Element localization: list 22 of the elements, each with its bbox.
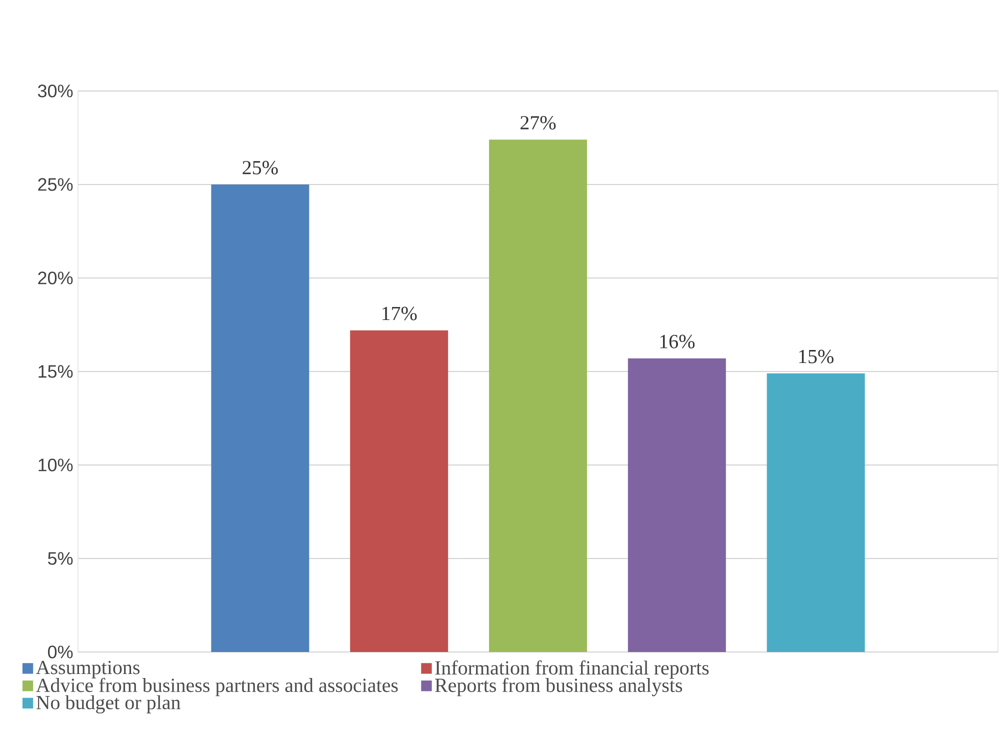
y-tick-label: 10% bbox=[38, 458, 73, 472]
bar bbox=[211, 184, 310, 652]
legend-label: No budget or plan bbox=[36, 695, 180, 714]
legend-label: Information from financial reports bbox=[435, 660, 709, 679]
bar bbox=[766, 373, 865, 652]
y-tick-label: 15% bbox=[38, 365, 73, 378]
data-label: 25% bbox=[242, 160, 278, 174]
legend-label: Advice from business partners and associates bbox=[36, 678, 398, 696]
legend-label: Reports from business analysts bbox=[435, 678, 682, 696]
data-label: 16% bbox=[660, 334, 695, 348]
y-tick-label: 20% bbox=[38, 272, 73, 284]
bar bbox=[489, 140, 587, 652]
data-label: 17% bbox=[382, 306, 417, 320]
data-label: 15% bbox=[799, 350, 834, 364]
y-tick-label: 30% bbox=[38, 84, 73, 98]
data-label: 27% bbox=[520, 116, 556, 130]
y-tick-label: 5% bbox=[48, 552, 73, 565]
y-tick-label: 25% bbox=[38, 178, 73, 191]
y-tick-label: 0% bbox=[48, 646, 73, 658]
bar bbox=[350, 330, 448, 652]
legend-label: Assumptions bbox=[36, 660, 140, 678]
bar bbox=[628, 358, 726, 652]
